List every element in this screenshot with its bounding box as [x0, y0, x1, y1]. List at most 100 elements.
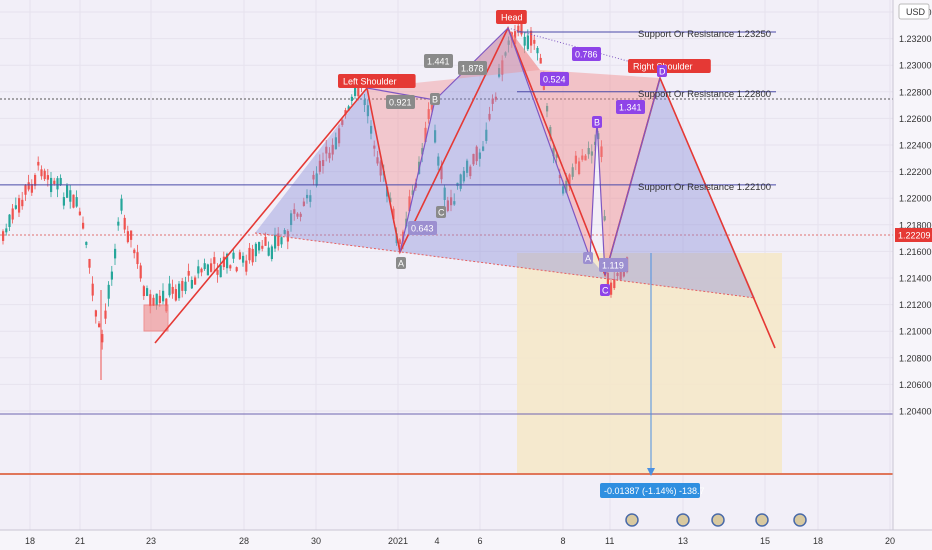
- candle-body: [34, 174, 37, 186]
- time-tick-label: 18: [25, 536, 35, 546]
- time-tick-label: 2021: [388, 536, 408, 546]
- candle-body: [568, 174, 571, 187]
- time-tick-label: 15: [760, 536, 770, 546]
- candle-body: [549, 127, 552, 137]
- ratio-tag-bg: [540, 72, 569, 86]
- candle-body: [354, 85, 357, 96]
- price-tick-label: 1.21200: [899, 300, 932, 310]
- ratio-tag: 0.643: [411, 224, 434, 234]
- price-tick-label: 1.22000: [899, 194, 932, 204]
- point-tag: B: [594, 118, 600, 128]
- candle-body: [536, 47, 539, 54]
- measure-label: -0.01387 (-1.14%) -138.7: [604, 486, 705, 496]
- point-tag-bg: [583, 252, 593, 264]
- candle-body: [104, 310, 107, 319]
- candle-body: [334, 137, 337, 150]
- time-tick-label: 21: [75, 536, 85, 546]
- candle-body: [75, 197, 78, 207]
- candle-body: [347, 106, 350, 111]
- candle-body: [174, 289, 177, 301]
- candle-body: [318, 160, 321, 172]
- candle-body: [232, 252, 235, 259]
- candle-body: [146, 288, 149, 296]
- ratio-tag: 0.524: [543, 75, 566, 85]
- candle-body: [370, 125, 373, 134]
- candle-body: [504, 52, 507, 56]
- event-flag-icon[interactable]: [676, 513, 690, 527]
- candle-body: [491, 98, 494, 104]
- ratio-tag-bg: [424, 54, 453, 68]
- candle-body: [530, 30, 533, 46]
- candle-body: [296, 213, 299, 217]
- candle-body: [254, 243, 257, 257]
- candle-body: [590, 151, 593, 156]
- candle-body: [507, 40, 510, 45]
- candle-body: [482, 146, 485, 151]
- neckline: [254, 232, 756, 299]
- candle-body: [341, 120, 344, 125]
- support-resistance-label: Support Or Resistance 1.22100: [638, 182, 771, 193]
- candle-body: [194, 277, 197, 285]
- candle-body: [37, 161, 40, 166]
- candle-body: [5, 228, 8, 233]
- candle-body: [603, 216, 606, 221]
- candle-body: [594, 141, 597, 146]
- candle-body: [366, 105, 369, 117]
- candle-body: [498, 68, 501, 77]
- candle-body: [277, 233, 280, 246]
- time-axis-bg: [0, 530, 932, 550]
- candle-body: [21, 199, 24, 207]
- candle-body: [306, 194, 309, 199]
- candle-body: [373, 145, 376, 149]
- candle-body: [56, 178, 59, 190]
- candle-body: [350, 96, 353, 101]
- candle-body: [69, 190, 72, 202]
- head-label-bg: [496, 10, 527, 24]
- event-flag-icon[interactable]: [711, 513, 725, 527]
- candle-body: [229, 265, 232, 269]
- candle-body: [30, 184, 33, 193]
- candle-body: [398, 239, 401, 244]
- candle-body: [325, 146, 328, 154]
- candle-body: [197, 266, 200, 274]
- candle-body: [328, 152, 331, 159]
- ratio-tag-bg: [599, 258, 628, 272]
- candle-body: [190, 279, 193, 289]
- candle-body: [520, 22, 523, 35]
- candle-body: [315, 173, 318, 186]
- point-tag: B: [432, 95, 438, 105]
- candle-body: [139, 265, 142, 279]
- event-flag-icon[interactable]: [755, 513, 769, 527]
- candle-body: [514, 31, 517, 44]
- candle-body: [53, 180, 56, 185]
- candle-body: [213, 257, 216, 264]
- candle-body: [168, 283, 171, 296]
- candle-body: [270, 246, 273, 260]
- candle-body: [338, 128, 341, 144]
- ratio-tag-bg: [616, 100, 645, 114]
- candle-body: [66, 185, 69, 198]
- candle-body: [123, 217, 126, 230]
- ratio-tag: 0.786: [575, 50, 598, 60]
- candle-body: [539, 57, 542, 64]
- candle-body: [158, 295, 161, 303]
- candle-body: [184, 281, 187, 292]
- currency-badge[interactable]: [898, 3, 930, 20]
- candle-body: [344, 110, 347, 115]
- candle-body: [443, 187, 446, 200]
- candle-body: [450, 197, 453, 206]
- event-flag-icon[interactable]: [625, 513, 639, 527]
- price-tick-label: 1.22400: [899, 141, 932, 151]
- candle-body: [8, 214, 11, 227]
- point-tag-bg: [657, 65, 667, 77]
- candle-body: [600, 146, 603, 157]
- candle-body: [376, 157, 379, 164]
- event-flag-icon[interactable]: [793, 513, 807, 527]
- candle-body: [98, 323, 101, 328]
- candle-body: [466, 160, 469, 173]
- candle-body: [24, 185, 27, 195]
- candle-body: [171, 286, 174, 294]
- candle-body: [283, 230, 286, 235]
- candle-body: [610, 282, 613, 295]
